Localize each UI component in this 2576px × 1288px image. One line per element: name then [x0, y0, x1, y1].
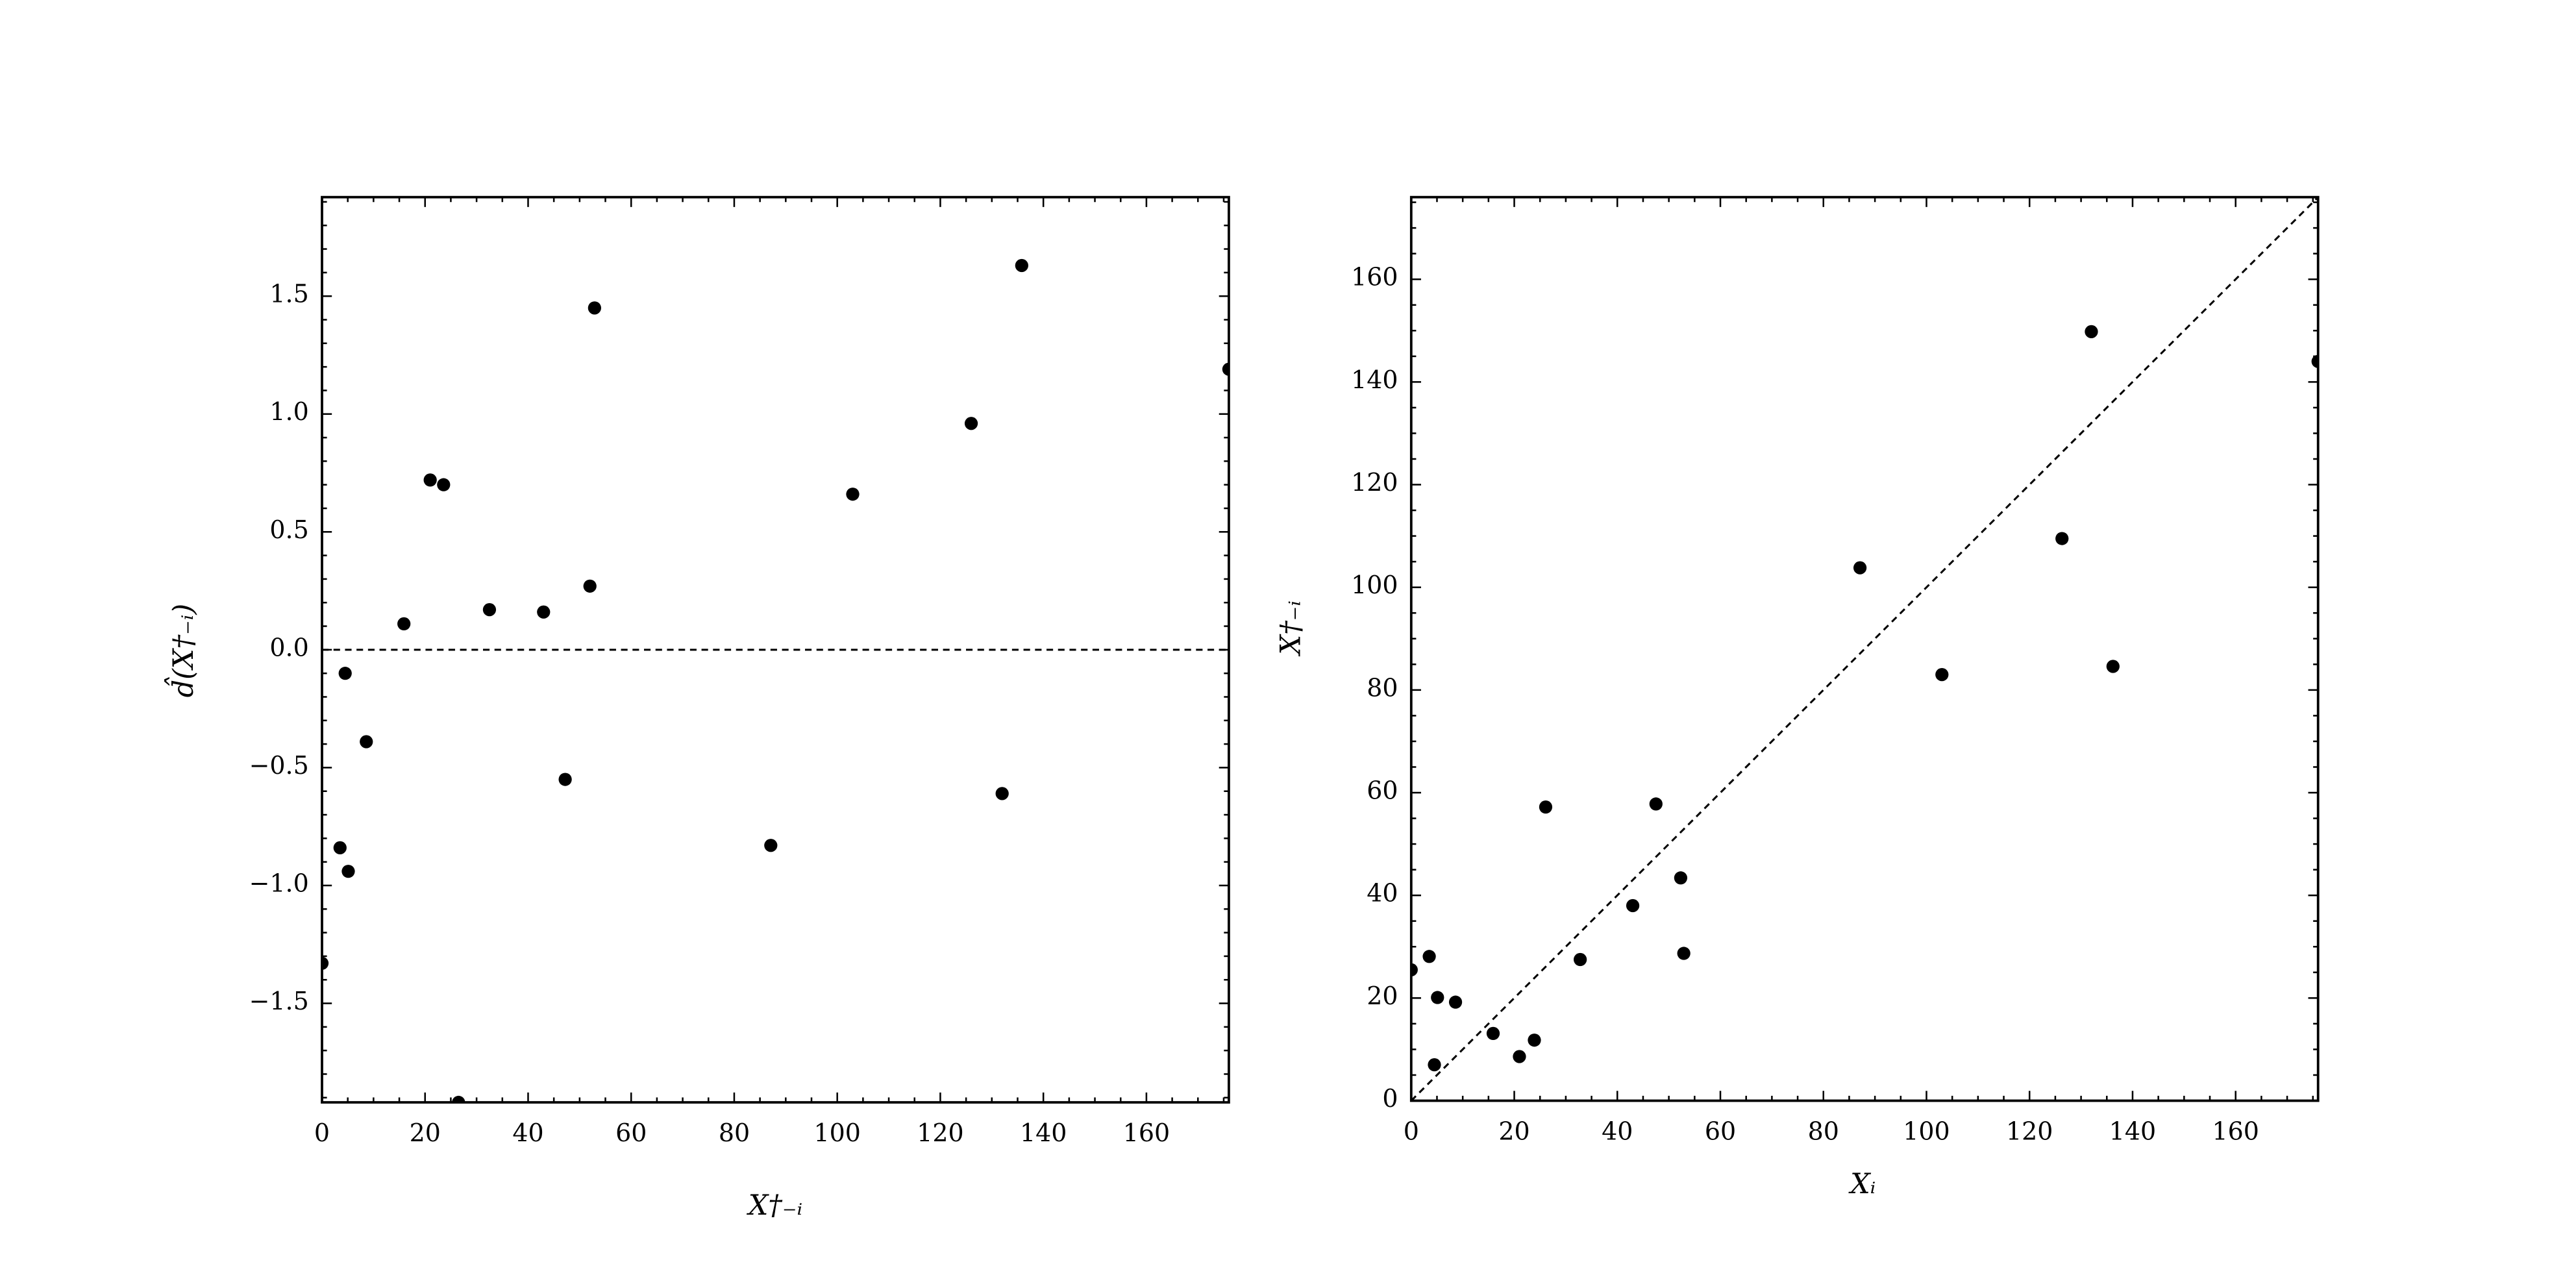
- x-tick-label: 100: [813, 1119, 860, 1147]
- x-tick-label: 80: [1808, 1117, 1839, 1146]
- point: [2085, 325, 2098, 338]
- y-tick-label: −0.5: [249, 751, 309, 780]
- point: [452, 1095, 465, 1103]
- point: [2311, 354, 2318, 368]
- x-tick-label: 140: [1020, 1119, 1067, 1147]
- point: [1411, 963, 1418, 976]
- point: [1574, 952, 1587, 967]
- points: [1411, 325, 2318, 1072]
- y-tick-label: 0.0: [269, 633, 308, 662]
- points: [322, 258, 1229, 1103]
- axes-frame: [321, 195, 1230, 1104]
- panel: 0 20 40 60 80 100 120 140 160 −1.5 −1.0 −0.5 0.0 0.5 1…: [164, 195, 1230, 1222]
- x-tick-label: 80: [719, 1119, 750, 1147]
- y-tick-label: 0.5: [269, 515, 308, 544]
- x-tick-label: 60: [1705, 1117, 1736, 1146]
- point: [964, 417, 978, 430]
- y-axis-label: X†₋ᵢ: [1275, 601, 1307, 657]
- x-tick-label: 0: [1404, 1117, 1419, 1146]
- y-tick-label: 1.5: [269, 280, 308, 308]
- point: [1677, 947, 1690, 960]
- y-tick-label: 160: [1351, 263, 1398, 291]
- point: [437, 478, 451, 491]
- x-tick-label: 20: [1498, 1117, 1530, 1146]
- x-tick-label: 0: [314, 1119, 330, 1147]
- x-tick-label: 160: [2212, 1117, 2259, 1146]
- point: [397, 617, 411, 631]
- x-tick-label: 100: [1903, 1117, 1950, 1146]
- point: [537, 605, 551, 619]
- point: [764, 839, 778, 852]
- point: [583, 579, 597, 593]
- point: [1649, 797, 1663, 811]
- x-tick-label: 40: [512, 1119, 543, 1147]
- point: [1448, 995, 1463, 1009]
- point: [1539, 800, 1553, 814]
- x-tick-label: 120: [917, 1119, 963, 1147]
- point: [588, 301, 601, 315]
- point: [1428, 1058, 1441, 1072]
- y-tick-label: 0: [1382, 1084, 1398, 1113]
- point: [2055, 532, 2069, 545]
- point: [322, 956, 329, 970]
- y-tick-label: −1.0: [249, 869, 309, 897]
- y-tick-label: 120: [1351, 468, 1398, 497]
- x-axis-label: Xᵢ: [1848, 1168, 1876, 1200]
- point: [1935, 668, 1949, 682]
- y-tick-label: 140: [1351, 365, 1398, 394]
- y-tick-label: 20: [1367, 982, 1398, 1010]
- x-tick-label: 20: [410, 1119, 441, 1147]
- x-axis-label: X†₋ᵢ: [747, 1189, 803, 1222]
- y-axis-label: d̂(X†₋ᵢ): [164, 604, 200, 698]
- point: [341, 865, 355, 878]
- x-tick-label: 160: [1123, 1119, 1170, 1147]
- point: [1528, 1034, 1541, 1047]
- axes-frame: [1409, 195, 2320, 1102]
- x-tick-label: 40: [1602, 1117, 1633, 1146]
- point: [1513, 1050, 1526, 1063]
- x-tick-label: 120: [2006, 1117, 2053, 1146]
- point: [1486, 1026, 1500, 1041]
- point: [423, 473, 437, 487]
- point: [1222, 362, 1229, 376]
- reference-line: [1410, 196, 2319, 1102]
- point: [1431, 991, 1444, 1004]
- point: [846, 488, 860, 501]
- point: [338, 667, 352, 680]
- point: [1422, 950, 1436, 963]
- point: [2106, 660, 2120, 673]
- point: [482, 603, 497, 617]
- point: [360, 735, 373, 749]
- y-tick-label: 1.0: [269, 397, 308, 426]
- y-tick-label: 60: [1367, 776, 1398, 805]
- point: [1853, 561, 1867, 575]
- y-tick-label: 80: [1367, 673, 1398, 702]
- y-tick-label: −1.5: [249, 987, 309, 1015]
- point: [1674, 871, 1688, 885]
- point: [995, 787, 1009, 800]
- point: [1626, 898, 1640, 913]
- x-tick-label: 60: [615, 1119, 647, 1147]
- point: [333, 841, 347, 854]
- panel: 0 20 40 60 80 100 120 140 160 0 20 40 60 80 100 120 140 1…: [1275, 195, 2320, 1200]
- y-tick-label: 40: [1367, 879, 1398, 908]
- point: [1015, 258, 1028, 273]
- point: [558, 773, 572, 786]
- y-tick-label: 100: [1351, 571, 1398, 599]
- x-tick-label: 140: [2109, 1117, 2156, 1146]
